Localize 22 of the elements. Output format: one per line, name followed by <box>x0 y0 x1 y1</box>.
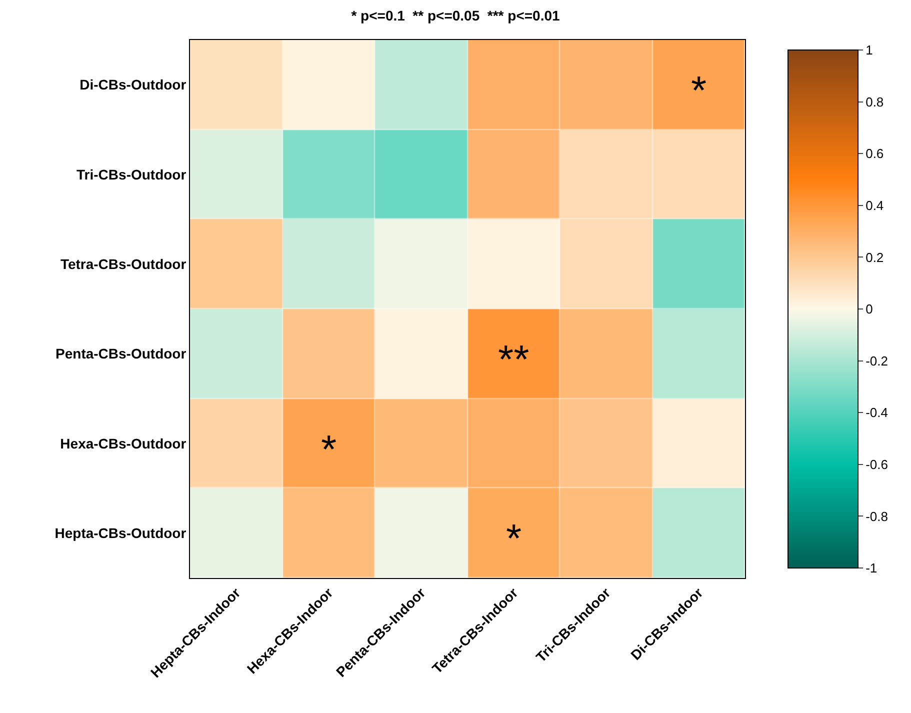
color-bar-label: 0.8 <box>866 94 884 110</box>
color-bar-label: -0.8 <box>866 508 888 524</box>
color-bar-label: 0.6 <box>866 146 884 162</box>
y-tick-label: Hexa-CBs-Outdoor <box>60 435 187 452</box>
color-bar-label: 0.4 <box>866 198 884 213</box>
color-bar-label: -0.4 <box>866 405 888 420</box>
y-tick-label: Tri-CBs-Outdoor <box>76 166 187 182</box>
color-bar-label: 0.2 <box>866 250 884 265</box>
data-label: * <box>321 428 337 472</box>
data-label: * <box>691 69 707 113</box>
y-tick-label: Tetra-CBs-Outdoor <box>60 256 187 272</box>
data-label: ** <box>498 338 530 382</box>
color-bar-label: 0 <box>866 302 873 317</box>
color-bar-label: 1 <box>866 42 873 58</box>
color-bar-label: -0.2 <box>866 353 888 368</box>
data-label: * <box>506 517 522 561</box>
y-tick-label: Penta-CBs-Outdoor <box>56 346 187 362</box>
y-tick-label: Di-CBs-Outdoor <box>80 76 187 93</box>
chart-title: * p<=0.1 ** p<=0.05 *** p<=0.01 <box>351 7 560 24</box>
color-bar-label: -0.6 <box>866 456 888 472</box>
y-tick-label: Hepta-CBs-Outdoor <box>54 525 187 542</box>
color-bar-label: -1 <box>866 560 878 576</box>
